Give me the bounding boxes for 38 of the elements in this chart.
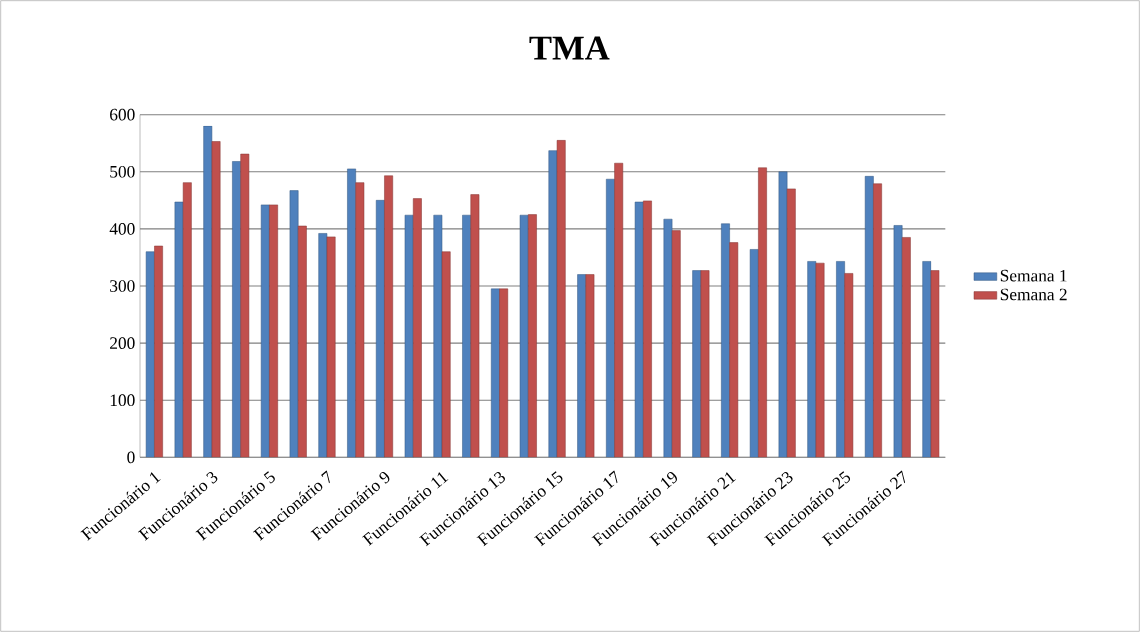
bar [441,251,451,458]
bar [700,270,710,458]
y-tick-label: 400 [109,223,135,235]
bar [326,236,336,458]
bar [182,182,192,458]
bar [643,200,652,458]
bar [901,237,911,458]
bar [671,230,681,458]
bar [786,188,796,458]
y-tick-label: 200 [110,337,135,349]
bar [844,273,854,458]
bar [154,245,163,458]
bar [384,175,394,458]
bar [729,242,739,458]
bar [873,183,882,458]
bar [297,225,307,458]
bar [355,182,365,458]
legend-label: Semana 2 [1000,288,1067,301]
bar [499,288,509,458]
legend-label: Semana 1 [1000,269,1067,282]
bar [211,141,221,458]
bar [528,214,537,458]
bar [585,274,595,458]
chart-title: TMA [529,36,610,60]
y-tick-label: 0 [127,451,135,464]
bar [758,167,767,458]
bar [930,270,940,458]
y-tick-label: 100 [110,394,135,407]
y-tick-label: 500 [110,165,135,178]
bar [240,153,250,458]
bar [556,140,566,458]
y-tick-label: 600 [110,108,135,121]
bar [614,162,624,458]
bar [815,262,825,458]
bar [269,204,278,458]
bar [470,194,480,458]
y-tick-label: 300 [110,280,135,292]
bar [412,198,422,458]
